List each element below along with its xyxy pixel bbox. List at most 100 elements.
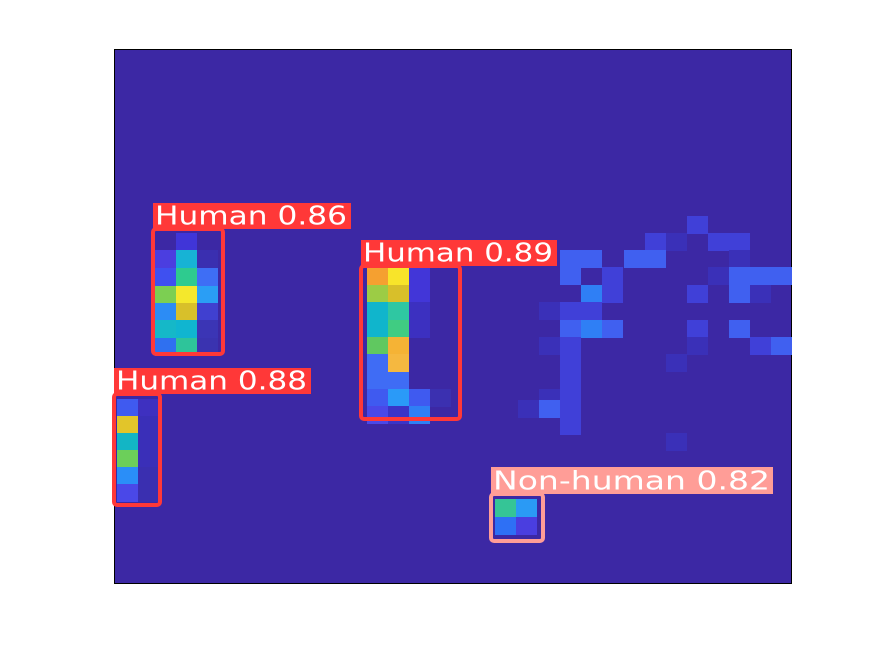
heat-cell	[155, 338, 176, 356]
heat-cell	[388, 389, 409, 407]
heat-cell	[560, 267, 581, 285]
heat-cell	[367, 268, 388, 286]
heat-cell	[729, 267, 750, 285]
heat-cell	[409, 389, 430, 407]
heat-cell	[708, 267, 729, 285]
heat-cell	[495, 499, 516, 517]
heat-cell	[645, 250, 666, 268]
heat-cell	[560, 417, 581, 435]
heat-cell	[138, 399, 159, 417]
heat-cell	[388, 354, 409, 372]
label-background	[153, 203, 351, 229]
heat-cell	[409, 285, 430, 303]
detection-label: Non-human 0.82	[493, 467, 770, 497]
heat-cell	[581, 285, 602, 303]
heat-cell	[367, 406, 388, 424]
heat-cell	[388, 285, 409, 303]
label-background	[361, 240, 557, 266]
heat-cell	[708, 233, 729, 251]
heat-cell	[602, 285, 623, 303]
heat-cell	[560, 354, 581, 372]
heat-cell	[388, 337, 409, 355]
heat-cell	[409, 268, 430, 286]
heat-cell	[155, 286, 176, 304]
heat-cell	[750, 267, 771, 285]
heat-cell	[729, 285, 750, 303]
heat-cell	[367, 320, 388, 338]
heat-cell	[197, 338, 218, 356]
heatmap-cells	[117, 216, 792, 535]
heat-cell	[197, 250, 218, 268]
heat-cell	[155, 250, 176, 268]
heat-cell	[666, 233, 687, 251]
heat-cell	[581, 302, 602, 320]
heat-cell	[155, 320, 176, 338]
heat-cell	[687, 216, 708, 234]
heat-cell	[750, 285, 771, 303]
heat-cell	[560, 302, 581, 320]
heat-cell	[117, 433, 138, 451]
heat-cell	[388, 268, 409, 286]
heat-cell	[666, 433, 687, 451]
heat-cell	[645, 233, 666, 251]
heat-cell	[409, 406, 430, 424]
heat-cell	[687, 285, 708, 303]
heat-cell	[518, 400, 539, 418]
detection-label: Human 0.89	[363, 239, 553, 269]
heat-cell	[117, 450, 138, 468]
heat-cell	[750, 337, 771, 355]
heat-cell	[176, 250, 197, 268]
heat-cell	[729, 250, 750, 268]
heat-cell	[176, 286, 197, 304]
heat-cell	[729, 233, 750, 251]
heat-cell	[539, 337, 560, 355]
heat-cell	[155, 303, 176, 321]
heat-cell	[388, 406, 409, 424]
heat-cell	[176, 320, 197, 338]
heat-cell	[388, 372, 409, 390]
heat-cell	[367, 389, 388, 407]
detection-label: Human 0.88	[116, 367, 307, 397]
heat-cell	[602, 320, 623, 338]
heat-cell	[602, 267, 623, 285]
heat-cell	[117, 467, 138, 485]
heat-cell	[771, 337, 792, 355]
heat-cell	[197, 268, 218, 286]
heat-cell	[138, 484, 159, 502]
heat-cell	[430, 389, 451, 407]
heat-cell	[367, 354, 388, 372]
heat-cell	[539, 302, 560, 320]
heat-cell	[581, 250, 602, 268]
heat-cell	[197, 320, 218, 338]
heat-cell	[687, 337, 708, 355]
heat-cell	[367, 372, 388, 390]
heat-cell	[117, 399, 138, 417]
heat-cell	[581, 320, 602, 338]
heat-cell	[176, 233, 197, 251]
heat-cell	[516, 499, 537, 517]
heat-cell	[409, 302, 430, 320]
heat-cell	[516, 517, 537, 535]
heat-cell	[138, 433, 159, 451]
heat-cell	[560, 337, 581, 355]
heatmap-frame	[114, 49, 792, 584]
heat-cell	[560, 250, 581, 268]
detection-box: Human 0.89	[359, 239, 557, 421]
heat-cell	[367, 285, 388, 303]
heat-cell	[138, 450, 159, 468]
heat-cell	[495, 517, 516, 535]
heat-cell	[409, 320, 430, 338]
heat-cell	[176, 338, 197, 356]
detection-box: Human 0.86	[151, 202, 351, 356]
heat-cell	[176, 303, 197, 321]
heat-cell	[388, 302, 409, 320]
label-background	[114, 368, 311, 394]
heat-cell	[138, 416, 159, 434]
heat-cell	[560, 320, 581, 338]
heat-cell	[771, 267, 792, 285]
heat-cell	[117, 416, 138, 434]
heat-cell	[138, 467, 159, 485]
heat-cell	[539, 400, 560, 418]
heat-cell	[197, 303, 218, 321]
